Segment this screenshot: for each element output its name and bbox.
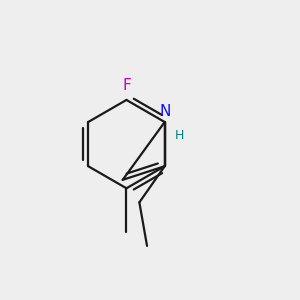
Text: N: N (159, 104, 170, 119)
Text: H: H (175, 129, 184, 142)
Text: F: F (122, 78, 131, 93)
